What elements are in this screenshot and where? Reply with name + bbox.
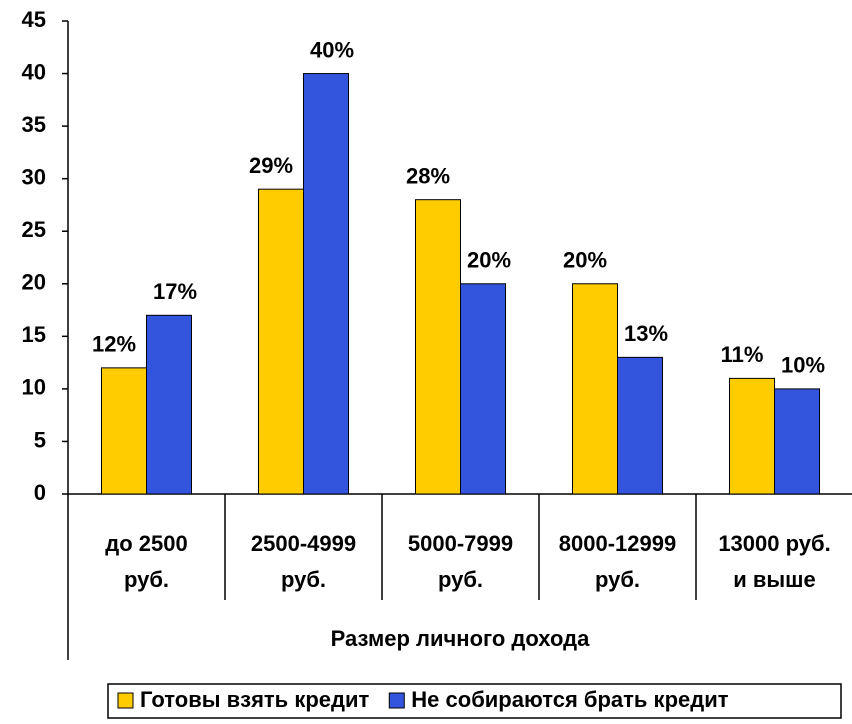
- x-tick-label-line: до 2500: [105, 531, 187, 556]
- value-label: 12%: [92, 332, 136, 357]
- bar: [460, 283, 506, 495]
- y-tick-label: 0: [34, 480, 46, 505]
- x-tick-label-line: руб.: [595, 567, 640, 592]
- value-label: 28%: [406, 164, 450, 189]
- value-label: 10%: [781, 353, 825, 378]
- x-tick-label: 13000 руб. и выше: [718, 531, 830, 592]
- value-label: 13%: [624, 321, 668, 346]
- y-tick-label: 20: [22, 270, 46, 295]
- y-tick-label: 5: [34, 427, 46, 452]
- x-tick-label-line: 13000 руб.: [718, 531, 830, 556]
- legend-swatch: [117, 692, 134, 709]
- value-label: 20%: [563, 248, 607, 273]
- y-tick-label: 45: [22, 7, 46, 32]
- bar: [303, 73, 349, 495]
- legend-label: Готовы взять кредит: [140, 687, 369, 712]
- value-label: 40%: [310, 37, 354, 62]
- bar: [415, 199, 461, 495]
- x-tick-label-line: руб.: [124, 567, 169, 592]
- legend-swatch: [388, 692, 405, 709]
- y-tick-label: 40: [22, 59, 46, 84]
- x-tick-label-line: руб.: [438, 567, 483, 592]
- x-tick-label-line: руб.: [281, 567, 326, 592]
- bar: [774, 388, 820, 495]
- legend-box: [107, 683, 842, 719]
- bar: [258, 188, 304, 495]
- y-tick-label: 15: [22, 322, 46, 347]
- y-tick-label: 10: [22, 375, 46, 400]
- x-tick-label-line: и выше: [733, 567, 816, 592]
- value-label: 17%: [153, 279, 197, 304]
- value-label: 11%: [721, 342, 764, 367]
- x-tick-label-line: 2500-4999: [251, 531, 356, 556]
- y-tick-label: 30: [22, 164, 46, 189]
- bar: [572, 283, 618, 495]
- y-tick-label: 35: [22, 112, 46, 137]
- legend-label: Не собираются брать кредит: [411, 687, 728, 712]
- bar: [146, 314, 192, 495]
- value-label: 29%: [249, 153, 293, 178]
- x-tick-label: 5000-7999 руб.: [408, 531, 513, 592]
- bar: [729, 377, 775, 495]
- x-axis-title: Размер личного дохода: [331, 626, 590, 651]
- bar: [101, 367, 147, 495]
- x-tick-label: 2500-4999 руб.: [251, 531, 356, 592]
- x-tick-label-line: 5000-7999: [408, 531, 513, 556]
- value-label: 20%: [467, 248, 511, 273]
- x-tick-label-line: 8000-12999: [559, 531, 676, 556]
- bar: [617, 356, 663, 495]
- x-tick-label: 8000-12999 руб.: [559, 531, 676, 592]
- y-tick-label: 25: [22, 217, 46, 242]
- x-tick-label: до 2500 руб.: [105, 531, 187, 592]
